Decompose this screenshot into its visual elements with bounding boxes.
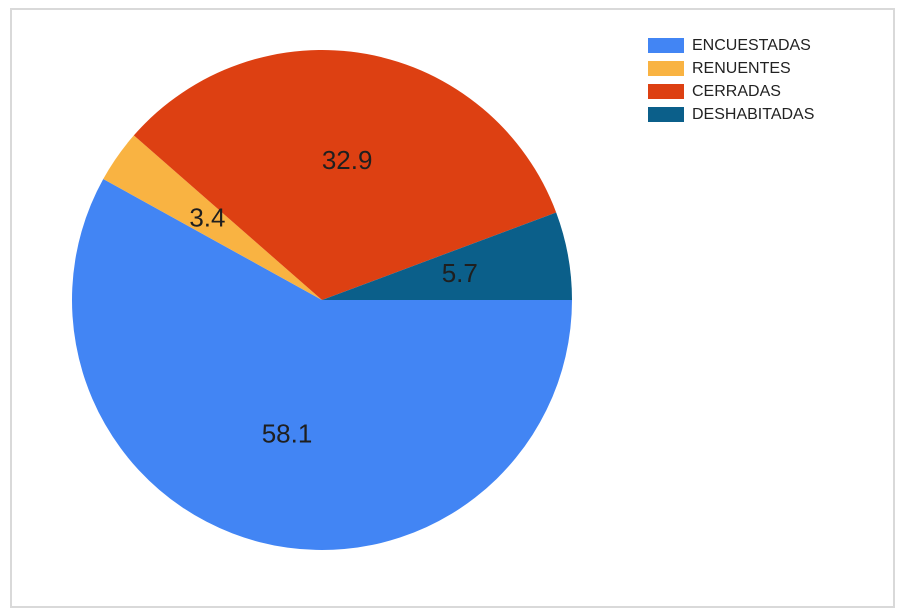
legend-swatch xyxy=(648,38,684,53)
legend-item-encuestadas: ENCUESTADAS xyxy=(648,34,814,57)
pie-slice-deshabitadas xyxy=(322,212,572,300)
pie-slice-cerradas xyxy=(133,50,557,301)
pie-chart: 58.1 3.4 32.9 5.7 xyxy=(71,50,572,551)
slice-value-label: 3.4 xyxy=(189,202,225,232)
legend-label: ENCUESTADAS xyxy=(692,36,811,54)
legend-label: RENUENTES xyxy=(692,59,791,77)
legend-swatch xyxy=(648,107,684,122)
legend-item-deshabitadas: DESHABITADAS xyxy=(648,103,814,126)
legend: ENCUESTADAS RENUENTES CERRADAS DESHABITA… xyxy=(648,34,814,126)
legend-item-renuentes: RENUENTES xyxy=(648,57,814,80)
legend-swatch xyxy=(648,84,684,99)
slice-value-label: 5.7 xyxy=(442,258,478,288)
legend-item-cerradas: CERRADAS xyxy=(648,80,814,103)
pie-slice-encuestadas xyxy=(71,178,572,551)
pie-slice-renuentes xyxy=(103,135,322,300)
legend-swatch xyxy=(648,61,684,76)
slice-value-label: 32.9 xyxy=(322,145,373,175)
legend-label: DESHABITADAS xyxy=(692,105,815,123)
slice-value-label: 58.1 xyxy=(262,418,313,448)
legend-label: CERRADAS xyxy=(692,82,781,100)
